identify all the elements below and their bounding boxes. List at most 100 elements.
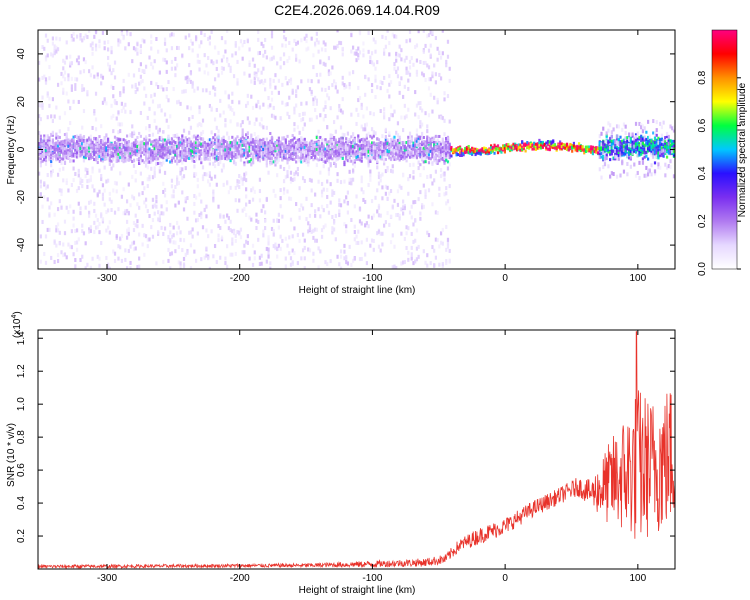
spectrogram-cell xyxy=(103,143,106,147)
spectrogram-cell xyxy=(79,150,82,154)
spectrogram-cell xyxy=(224,123,227,128)
spectrogram-cell xyxy=(398,151,401,155)
spectrogram-cell xyxy=(291,138,294,142)
spectrogram-cell xyxy=(327,96,331,101)
spectrogram-cell xyxy=(56,228,60,233)
spectrogram-cell xyxy=(301,159,305,164)
spectrogram-cell xyxy=(232,145,236,150)
spectrogram-cell xyxy=(208,171,211,176)
spectrogram-cell xyxy=(224,49,227,54)
spectrogram-cell xyxy=(91,146,94,150)
spectrogram-cell xyxy=(105,138,108,143)
spectrogram-cell xyxy=(53,48,56,53)
spectrogram-cell xyxy=(70,61,73,66)
spectrogram-cell xyxy=(107,265,110,269)
spectrogram-cell xyxy=(315,238,318,243)
spectrogram-cell xyxy=(119,142,122,146)
spectrogram-cell xyxy=(331,215,334,220)
spectrogram-cell xyxy=(143,252,146,257)
spectrogram-cell xyxy=(131,194,134,199)
spectrogram-cell xyxy=(232,111,236,116)
spectrogram-cell xyxy=(234,238,237,243)
spectrogram-cell xyxy=(331,192,334,197)
spectrogram-cell xyxy=(346,201,350,206)
spectrogram-cell xyxy=(307,147,310,151)
spectrogram-cell xyxy=(229,144,232,148)
spectrogram-cell xyxy=(160,147,163,151)
spectrogram-cell xyxy=(150,142,153,146)
spectrogram-cell xyxy=(315,98,318,103)
spectrogram-cell xyxy=(396,121,400,126)
spectrogram-cell xyxy=(308,213,312,218)
spectrogram-cell xyxy=(88,227,91,232)
spectrogram-cell xyxy=(213,140,217,144)
spectrogram-cell xyxy=(127,149,130,153)
spectrogram-cell xyxy=(303,148,306,152)
spectrogram-cell xyxy=(398,135,401,139)
spectrogram-cell xyxy=(322,40,325,45)
spectrogram-cell xyxy=(269,153,272,157)
spectrogram-cell xyxy=(148,160,151,164)
spectrogram-cell xyxy=(314,192,317,197)
spectrogram-cell xyxy=(77,144,80,148)
spectrogram-cell xyxy=(217,204,220,209)
spectrogram-cell xyxy=(272,78,275,83)
spectrogram-cell xyxy=(210,106,213,111)
spectrogram-cell xyxy=(172,134,175,139)
spectrogram-cell xyxy=(220,235,224,240)
spectrogram-cell xyxy=(295,148,298,152)
spectrogram-cell xyxy=(101,75,105,80)
spectrogram-cell xyxy=(201,144,205,148)
spectrogram-cell xyxy=(172,194,175,199)
spectrogram-cell xyxy=(105,148,108,152)
spectrogram-cell xyxy=(257,153,260,157)
spectrogram-cell xyxy=(86,149,89,153)
spectrogram-cell xyxy=(320,142,324,146)
spectrogram-cell xyxy=(103,150,106,154)
spectrogram-cell xyxy=(91,142,94,146)
spectrogram-cell xyxy=(276,140,279,145)
spectrogram-cell xyxy=(213,138,217,142)
spectrogram-cell xyxy=(402,140,405,144)
spectrogram-cell xyxy=(176,154,179,158)
spectrogram-cell xyxy=(103,202,106,207)
spectrogram-cell xyxy=(170,32,174,37)
spectrogram-cell xyxy=(226,59,229,64)
spectrogram-cell xyxy=(132,73,136,78)
spectrogram-cell xyxy=(329,133,332,138)
spectrogram-cell xyxy=(143,137,146,141)
spectrogram-cell xyxy=(369,177,372,182)
spectrogram-cell xyxy=(241,43,244,48)
spectrogram-cell xyxy=(129,145,132,149)
spectrogram-cell xyxy=(208,35,211,40)
spectrogram-cell xyxy=(270,90,274,95)
spectrogram-cell xyxy=(314,144,317,148)
spectrogram-cell xyxy=(405,70,408,75)
spectrogram-cell xyxy=(374,195,377,200)
spectrogram-cell xyxy=(212,142,215,146)
spectrogram-cell xyxy=(139,110,142,115)
spectrogram-cell xyxy=(141,242,144,247)
spectrogram-cell xyxy=(238,151,241,155)
spectrogram-cell xyxy=(245,103,248,108)
spectrogram-cell xyxy=(191,156,194,160)
spectrogram-cell xyxy=(103,40,106,45)
spectrogram-cell xyxy=(279,234,282,239)
spectrogram-cell xyxy=(86,90,89,95)
spectrogram-cell xyxy=(396,202,400,207)
spectrogram-cell xyxy=(136,87,139,92)
spectrogram-cell xyxy=(346,190,350,195)
spectrogram-cell xyxy=(165,140,168,144)
spectrogram-cell xyxy=(155,156,158,161)
spectrogram-cell xyxy=(377,155,381,159)
spectrogram-cell xyxy=(132,143,136,147)
spectrogram-cell xyxy=(369,169,372,174)
spectrogram-cell xyxy=(84,156,87,160)
spectrogram-cell xyxy=(93,230,96,235)
spectrogram-cell xyxy=(62,146,65,150)
spectrogram-cell xyxy=(395,34,398,39)
spectrogram-cell xyxy=(296,261,299,266)
spectrogram-cell xyxy=(383,223,386,228)
spectrogram-cell xyxy=(341,132,344,137)
spectrogram-cell xyxy=(144,144,148,148)
